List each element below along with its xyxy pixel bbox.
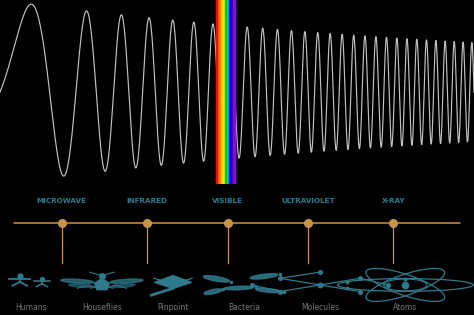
Bar (216, 0, 218, 184)
Text: INFRARED: INFRARED (127, 198, 167, 204)
Text: VISIBLE: VISIBLE (212, 198, 243, 204)
Ellipse shape (69, 284, 92, 288)
Text: Houseflies: Houseflies (82, 303, 122, 312)
Text: Atoms: Atoms (393, 303, 418, 312)
Ellipse shape (250, 274, 278, 279)
Text: Pinpoint: Pinpoint (157, 303, 189, 312)
Text: ULTRAVIOLET: ULTRAVIOLET (281, 198, 335, 204)
Bar (229, 0, 231, 184)
Polygon shape (155, 276, 191, 288)
Text: X-RAY: X-RAY (382, 198, 405, 204)
Ellipse shape (224, 286, 253, 290)
Bar (223, 0, 225, 184)
Bar (218, 0, 219, 184)
Bar (231, 0, 233, 184)
Ellipse shape (203, 276, 229, 282)
Text: Molecules: Molecules (301, 303, 339, 312)
Ellipse shape (61, 279, 94, 284)
Text: Bacteria: Bacteria (228, 303, 260, 312)
Ellipse shape (204, 289, 222, 295)
Text: Humans: Humans (15, 303, 46, 312)
Ellipse shape (255, 288, 282, 293)
Text: MICROWAVE: MICROWAVE (36, 198, 87, 204)
Bar (227, 0, 229, 184)
Bar (233, 0, 235, 184)
Ellipse shape (112, 284, 135, 288)
Bar (219, 0, 221, 184)
Bar (221, 0, 223, 184)
Ellipse shape (110, 279, 143, 284)
Polygon shape (94, 278, 109, 290)
Bar (225, 0, 227, 184)
